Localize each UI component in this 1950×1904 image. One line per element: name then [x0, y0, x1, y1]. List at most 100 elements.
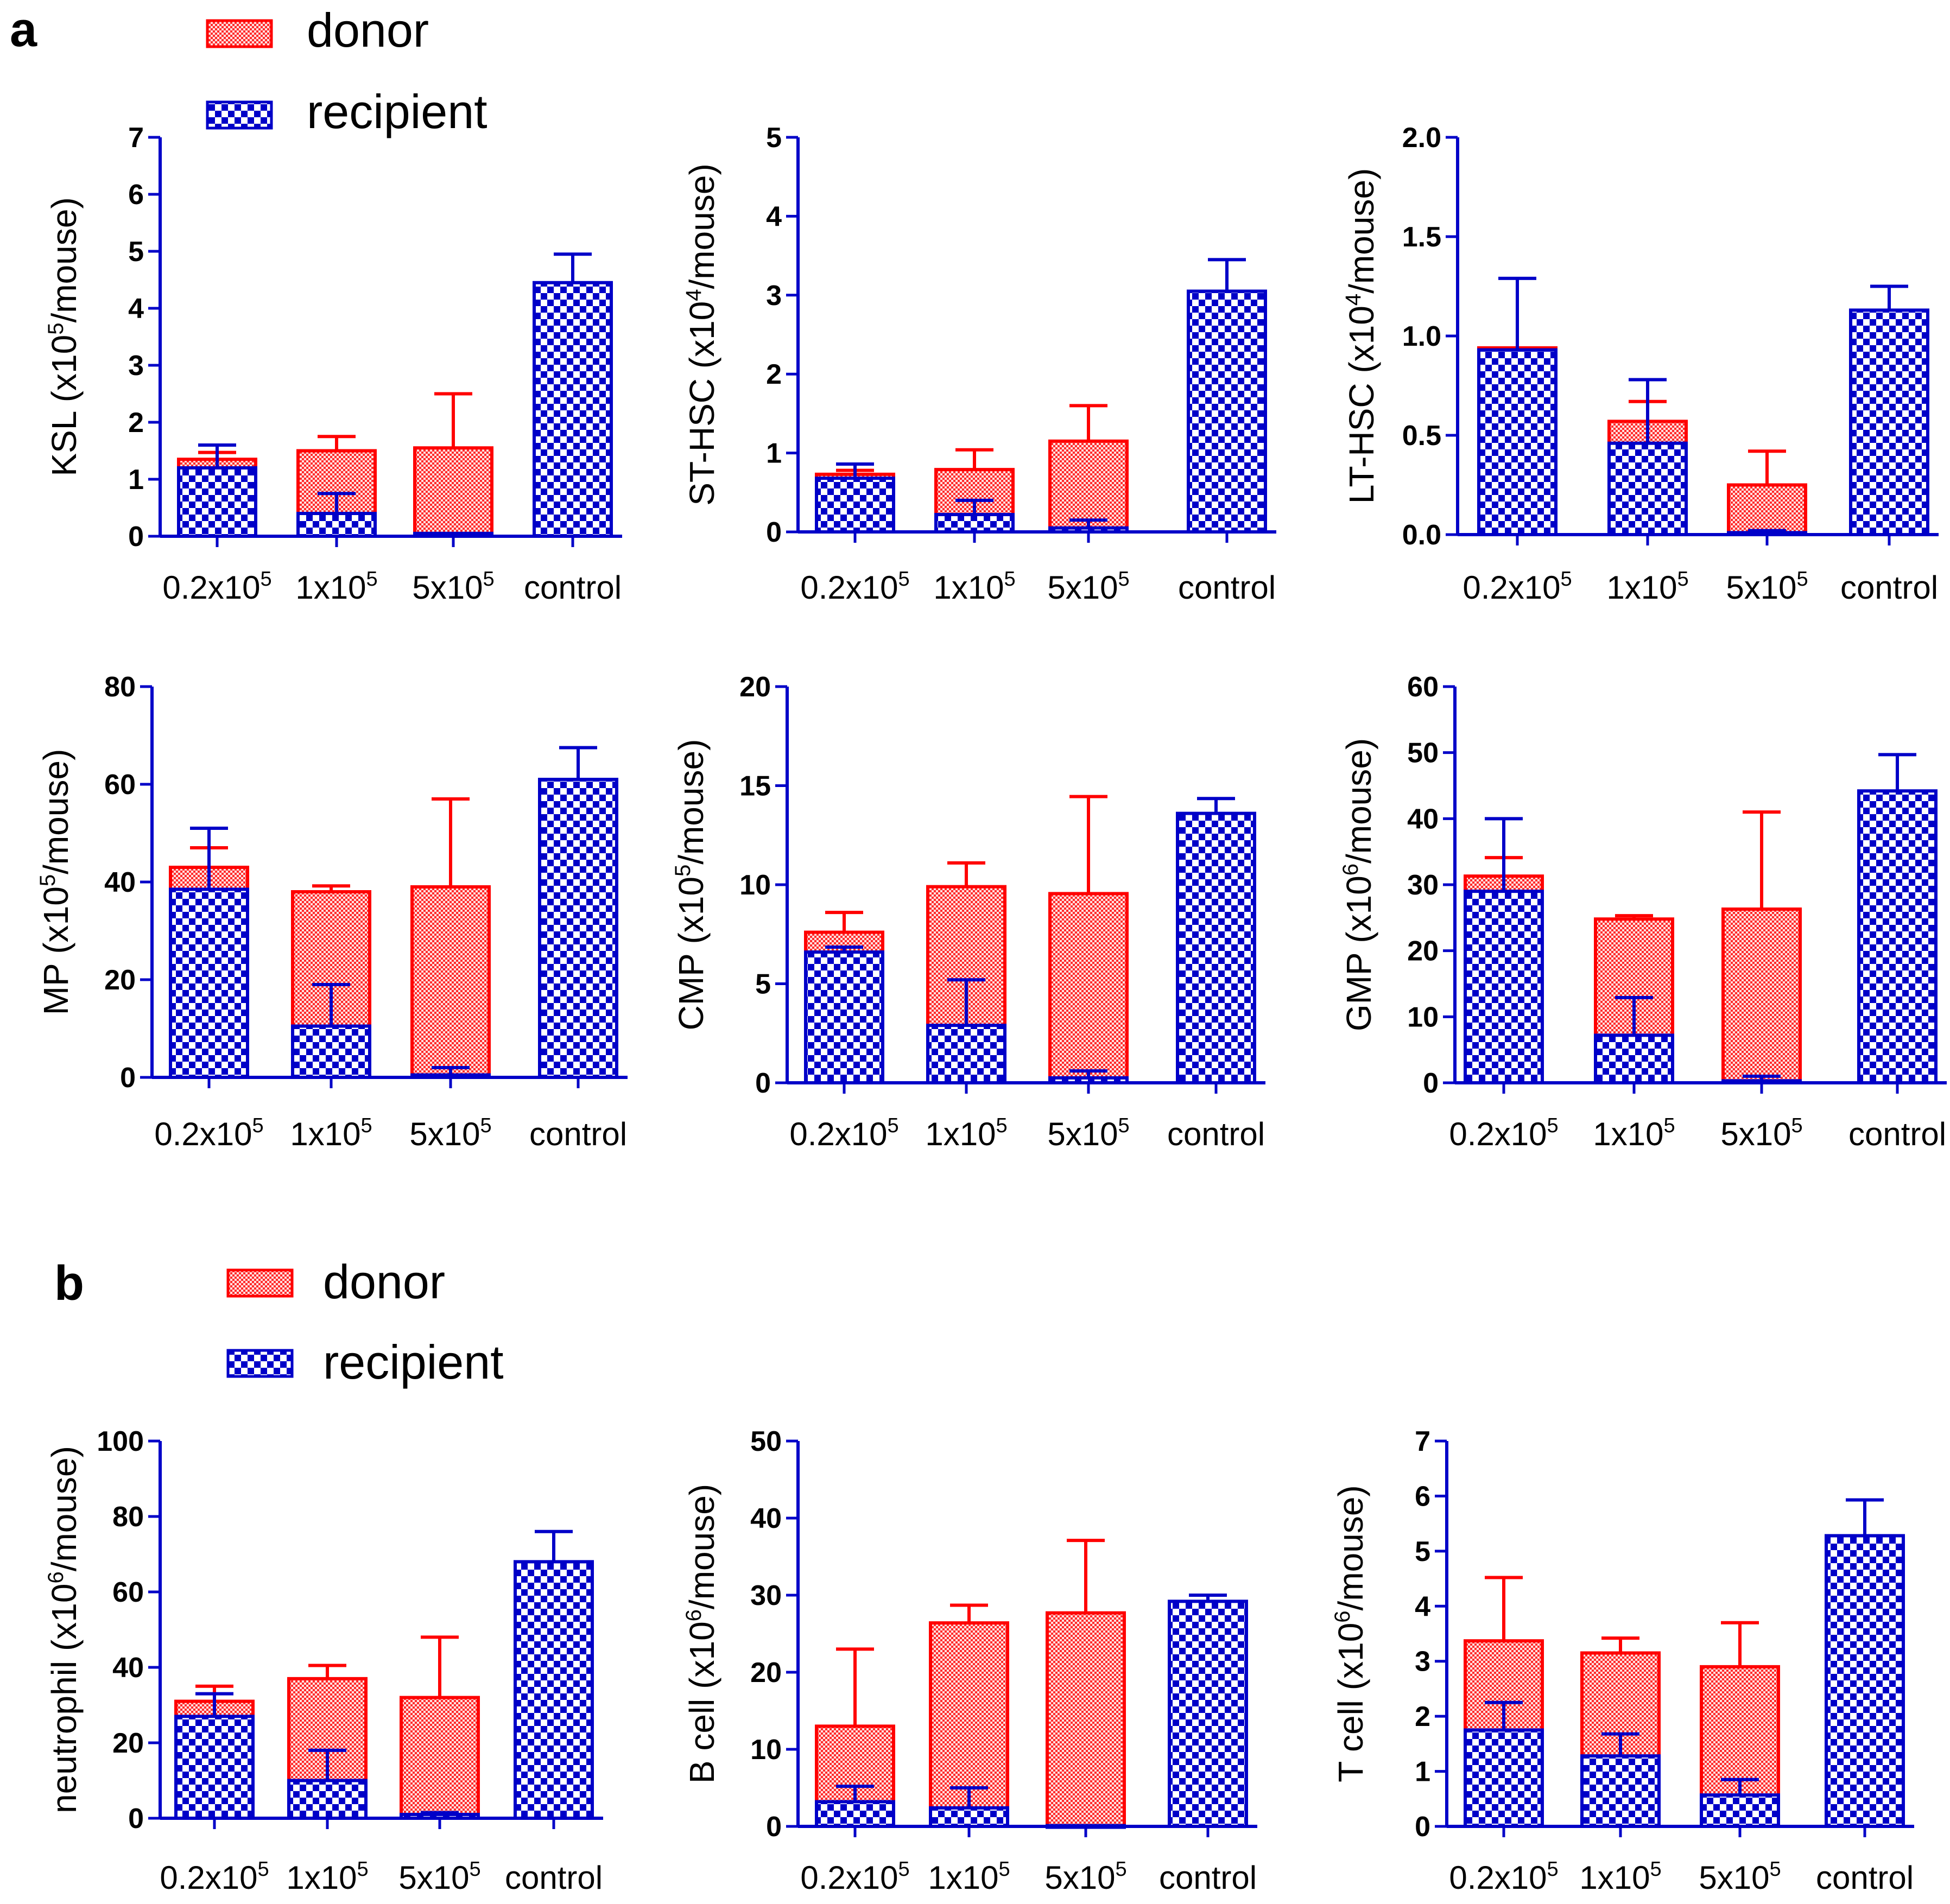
x-tick-label: 1x105: [286, 1858, 368, 1896]
y-tick-label: 60: [1407, 671, 1439, 703]
x-tick-label: control: [1167, 1116, 1265, 1152]
y-tick-label: 4: [766, 201, 782, 232]
y-tick-label: 0: [766, 517, 782, 548]
bar-recipient: [815, 1800, 895, 1829]
y-tick-label: 15: [739, 771, 771, 802]
y-tick-label: 50: [1407, 738, 1439, 769]
x-tick-label: control: [1178, 569, 1276, 606]
y-tick-label: 6: [1415, 1481, 1430, 1512]
y-tick-label: 1.0: [1402, 321, 1441, 352]
y-tick-label: 0.5: [1402, 420, 1441, 452]
x-tick-label-sup: 5: [1115, 1858, 1126, 1881]
x-tick-label-text: 5x10: [398, 1859, 469, 1896]
x-tick-label-text: control: [1159, 1859, 1257, 1896]
x-tick-label-sup: 5: [469, 1858, 480, 1881]
x-tick-label: 5x105: [1726, 568, 1808, 606]
chart-lt-hsc: 0.0 0.5 1.0 1.5 2.0 LT-HSC (x104/mouse) 0.2x10…: [1341, 122, 1939, 606]
x-tick-label-text: 1x10: [928, 1859, 998, 1896]
y-tick-label: 6: [128, 179, 144, 211]
x-tick-label: 0.2x105: [162, 568, 271, 606]
bar-recipient: [1849, 308, 1929, 536]
x-tick-label: 5x105: [412, 568, 494, 606]
bar-recipient: [1607, 441, 1688, 537]
x-tick-label: control: [1840, 569, 1938, 606]
y-axis-label-text: LT-HSC (x10: [1342, 306, 1381, 504]
legend-b: donor recipient: [226, 1255, 504, 1389]
x-tick-label-text: 5x10: [1726, 569, 1796, 606]
bar-recipient: [1464, 890, 1544, 1084]
y-axis-label: ST-HSC (x104/mouse): [682, 163, 721, 505]
x-tick-label: 5x105: [398, 1858, 480, 1896]
y-axis-label-text: CMP (x10: [672, 877, 711, 1030]
y-tick-label: 60: [104, 769, 136, 801]
x-tick-label: 1x105: [933, 568, 1015, 606]
y-axis-label-sup: 6: [1331, 1610, 1354, 1622]
y-axis-label: KSL (x105/mouse): [44, 197, 84, 476]
x-tick-label-text: 5x10: [412, 569, 483, 606]
y-axis-label-sup: 4: [1341, 294, 1365, 306]
panel-a-letter: a: [10, 3, 37, 57]
bar-recipient: [514, 1560, 594, 1820]
bar-donor: [410, 885, 491, 1079]
y-tick-label: 60: [112, 1577, 144, 1608]
y-tick-label: 20: [1407, 936, 1439, 967]
legend-recipient-label: recipient: [307, 85, 488, 138]
y-axis-label-text: neutrophil (x10: [45, 1584, 84, 1813]
x-tick-label-text: 0.2x10: [1449, 1116, 1547, 1152]
x-tick-label: 0.2x105: [789, 1114, 898, 1152]
bar-donor: [1048, 892, 1129, 1085]
bar-donor: [400, 1696, 480, 1820]
x-tick-label-sup: 5: [1677, 568, 1688, 591]
y-tick-label: 3: [128, 350, 144, 382]
y-tick-label: 20: [104, 964, 136, 996]
y-tick-label: 20: [750, 1657, 782, 1689]
x-tick-label-sup: 5: [1561, 568, 1572, 591]
y-tick-label: 7: [128, 122, 144, 154]
y-axis-label-text: /mouse): [1339, 738, 1378, 864]
y-tick-label: 30: [750, 1580, 782, 1611]
y-tick-label: 5: [766, 122, 782, 154]
bar-recipient: [1176, 811, 1256, 1084]
y-tick-label: 1.5: [1402, 221, 1441, 253]
legend-a: donor recipient: [206, 3, 488, 138]
y-tick-label: 50: [750, 1426, 782, 1457]
y-tick-label: 3: [1415, 1646, 1430, 1678]
bar-recipient: [929, 1806, 1009, 1828]
x-tick-label-sup: 5: [357, 1858, 368, 1881]
chart-neutrophil: 0 20 40 60 80 100 neutrophil (x106/mouse) 0.2x1…: [44, 1426, 603, 1896]
x-tick-label: control: [1816, 1859, 1914, 1896]
bar-recipient: [934, 513, 1015, 534]
x-tick-label-text: control: [1848, 1116, 1946, 1152]
x-tick-label: 0.2x105: [1449, 1114, 1558, 1152]
y-axis-label-text: B cell (x10: [682, 1621, 721, 1784]
x-tick-label: 0.2x105: [1449, 1858, 1558, 1896]
bar-donor: [1046, 1611, 1126, 1828]
x-tick-label: 5x105: [409, 1114, 491, 1152]
bar-donor: [1048, 439, 1129, 534]
bar-recipient: [815, 477, 895, 534]
y-tick-label: 2: [766, 359, 782, 390]
y-tick-label: 4: [1415, 1591, 1430, 1622]
x-tick-label-sup: 5: [1650, 1858, 1661, 1881]
y-axis-label-text: /mouse): [672, 739, 711, 865]
x-tick-label: 1x105: [928, 1858, 1010, 1896]
x-tick-label-text: 1x10: [1606, 569, 1677, 606]
y-axis-label: GMP (x106/mouse): [1339, 738, 1378, 1031]
bar-recipient: [291, 1024, 371, 1079]
x-tick-label-text: 0.2x10: [1462, 569, 1560, 606]
bar-recipient: [538, 778, 618, 1079]
y-tick-label: 10: [750, 1734, 782, 1766]
y-tick-label: 100: [97, 1426, 144, 1457]
x-tick-label-sup: 5: [1004, 568, 1015, 591]
bar-recipient: [1048, 526, 1129, 534]
y-tick-label: 3: [766, 280, 782, 312]
bar-recipient: [169, 887, 249, 1079]
x-tick-label-sup: 5: [252, 1114, 264, 1137]
legend-donor-swatch: [226, 1268, 294, 1298]
bar-recipient: [177, 466, 257, 538]
